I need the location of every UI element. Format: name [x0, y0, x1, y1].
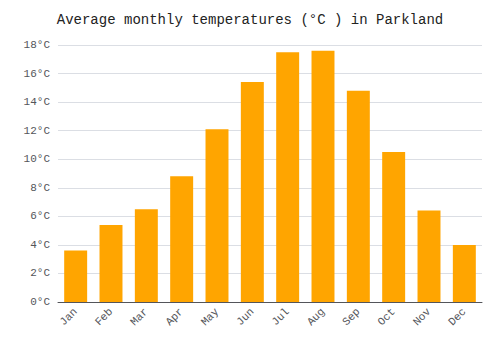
svg-text:6°C: 6°C — [30, 210, 50, 222]
svg-text:16°C: 16°C — [24, 68, 51, 80]
svg-text:Jul: Jul — [269, 306, 291, 328]
svg-text:2°C: 2°C — [30, 267, 50, 279]
svg-text:18°C: 18°C — [24, 39, 51, 51]
svg-text:10°C: 10°C — [24, 153, 51, 165]
svg-text:May: May — [199, 305, 222, 328]
svg-text:12°C: 12°C — [24, 125, 51, 137]
svg-text:0°C: 0°C — [30, 296, 50, 308]
svg-text:Nov: Nov — [411, 305, 434, 328]
svg-text:14°C: 14°C — [24, 96, 51, 108]
svg-text:Average monthly temperatures (: Average monthly temperatures (°C ) in Pa… — [57, 12, 443, 28]
svg-text:Apr: Apr — [163, 306, 185, 328]
svg-text:Dec: Dec — [446, 306, 468, 328]
svg-text:Jan: Jan — [57, 306, 79, 328]
svg-text:8°C: 8°C — [30, 182, 50, 194]
svg-text:Aug: Aug — [305, 306, 327, 328]
svg-text:4°C: 4°C — [30, 239, 50, 251]
svg-text:Jun: Jun — [234, 306, 256, 328]
svg-text:Sep: Sep — [340, 306, 362, 328]
svg-text:Mar: Mar — [128, 306, 150, 328]
svg-text:Oct: Oct — [375, 306, 397, 328]
svg-text:Feb: Feb — [93, 306, 115, 328]
